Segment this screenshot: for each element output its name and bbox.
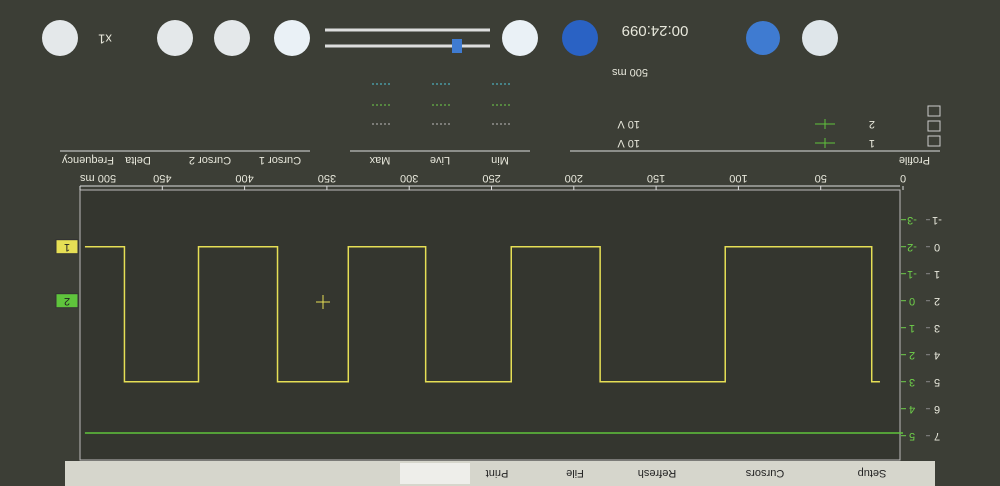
toolbar-buttons <box>42 20 838 56</box>
menu-item[interactable]: Print <box>486 467 509 479</box>
channel-label: 1 <box>869 137 875 149</box>
channel-marker <box>55 293 79 309</box>
x-tick-label: 400 <box>235 172 253 184</box>
x-tick-label: 50 <box>815 172 827 184</box>
channel-marker-label: 1 <box>64 241 70 253</box>
x-tick-label: 350 <box>318 172 336 184</box>
y-tick-label: -1 <box>932 214 942 226</box>
capture-time: 00:24:099 <box>622 22 689 39</box>
channel-toggle[interactable] <box>927 135 941 147</box>
channel-marker <box>55 239 79 255</box>
y-tick-label: 6 <box>934 403 940 415</box>
channel-range: 10 V <box>617 137 640 149</box>
channel-icon <box>815 138 835 148</box>
x-tick-label: 200 <box>565 172 583 184</box>
x-tick-label: 150 <box>647 172 665 184</box>
channel-toggle[interactable] <box>927 120 941 132</box>
channel-icon <box>815 119 835 129</box>
reading-placeholders <box>370 83 510 125</box>
button[interactable] <box>157 20 193 56</box>
zoom-level: x1 <box>98 32 112 47</box>
cursor-header: Frequency <box>62 154 114 166</box>
x-tick-label: 250 <box>482 172 500 184</box>
menu-item[interactable]: Setup <box>858 467 887 479</box>
channel-range: 10 V <box>617 118 640 130</box>
y-tick-label: 7 <box>934 430 940 442</box>
button[interactable] <box>502 20 538 56</box>
y-tick-label: 4 <box>934 349 940 361</box>
slider-thumb[interactable] <box>452 39 462 53</box>
y2-tick-label: 5 <box>909 430 915 442</box>
menu-item[interactable]: Refresh <box>638 467 677 479</box>
y-tick-label: 1 <box>934 268 940 280</box>
button[interactable] <box>802 20 838 56</box>
plot-area <box>79 189 901 461</box>
reading-header: Max <box>369 154 390 166</box>
x-tick-label: 0 <box>900 172 906 184</box>
menu-item[interactable]: File <box>566 467 584 479</box>
button[interactable] <box>746 21 780 55</box>
y2-tick-label: 1 <box>909 322 915 334</box>
profile-header[interactable]: Profile <box>899 154 930 166</box>
button[interactable] <box>42 20 78 56</box>
y2-tick-label: 0 <box>909 295 915 307</box>
trace <box>84 245 880 383</box>
reading-header: Min <box>491 154 509 166</box>
y2-tick-label: -3 <box>907 214 917 226</box>
channel-label: 2 <box>869 118 875 130</box>
y2-tick-label: 3 <box>909 376 915 388</box>
y2-tick-label: -2 <box>907 241 917 253</box>
button[interactable] <box>562 20 598 56</box>
y-tick-label: 0 <box>934 241 940 253</box>
x-tick-label: 500 ms <box>80 172 117 184</box>
channel-toggle[interactable] <box>927 105 941 117</box>
cursor-header: Delta <box>124 154 151 166</box>
x-tick-label: 450 <box>153 172 171 184</box>
x-tick-label: 300 <box>400 172 418 184</box>
y2-tick-label: -1 <box>907 268 917 280</box>
y2-tick-label: 2 <box>909 349 915 361</box>
y-tick-label: 3 <box>934 322 940 334</box>
reading-header: Live <box>430 154 450 166</box>
button[interactable] <box>274 20 310 56</box>
timebase: 500 ms <box>611 66 648 78</box>
cursor-header: Cursor 2 <box>189 154 231 166</box>
menu-bar <box>65 461 935 486</box>
y-tick-label: 5 <box>934 376 940 388</box>
x-tick-label: 100 <box>729 172 747 184</box>
y-tick-label: 2 <box>934 295 940 307</box>
button[interactable] <box>214 20 250 56</box>
y2-tick-label: 4 <box>909 403 915 415</box>
menu-blank <box>400 463 470 484</box>
channel-marker-label: 2 <box>64 295 70 307</box>
menu-item[interactable]: Cursors <box>745 467 784 479</box>
cursor-crosshair <box>316 295 330 309</box>
cursor-header: Cursor 1 <box>259 154 301 166</box>
